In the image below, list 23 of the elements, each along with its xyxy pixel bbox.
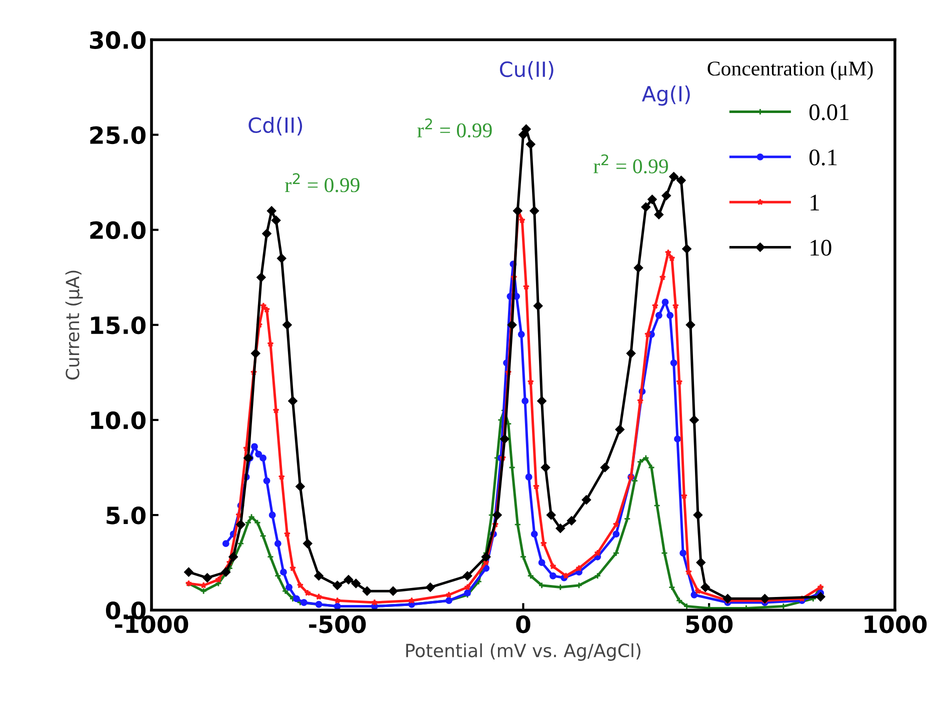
legend-title: Concentration (μM) (708, 60, 873, 80)
y-tick-label: 25.0 (90, 126, 146, 144)
annotation: Cu(II) (500, 61, 554, 80)
annotation: r$^{2}$ = 0.99 (594, 154, 668, 174)
y-axis-title: Current (μA) (65, 270, 83, 380)
annotation: Ag(I) (642, 86, 690, 106)
x-axis-title: Potential (mV vs. Ag/AgCl) (406, 643, 640, 661)
annotation: Cd(II) (248, 116, 302, 136)
y-tick-label: 20.0 (90, 221, 146, 240)
legend-label: 0.1 (809, 149, 837, 166)
legend-label: 10 (810, 240, 832, 256)
x-tick-label: -500 (309, 615, 366, 634)
legend-label: 1 (810, 194, 819, 210)
annotation: r$^{2}$ = 0.99 (285, 173, 360, 192)
y-tick-label: 10.0 (91, 411, 146, 430)
annotation: r$^{2}$ = 0.99 (417, 118, 492, 138)
x-tick-label: 0 (516, 615, 530, 634)
y-tick-label: 5.0 (106, 506, 146, 524)
legend-label: 0.01 (809, 104, 848, 120)
x-tick-label: 1000 (864, 615, 927, 634)
y-tick-label: 15.0 (91, 316, 146, 334)
x-tick-label: 500 (686, 615, 733, 634)
y-tick-label: 30.0 (90, 31, 146, 50)
